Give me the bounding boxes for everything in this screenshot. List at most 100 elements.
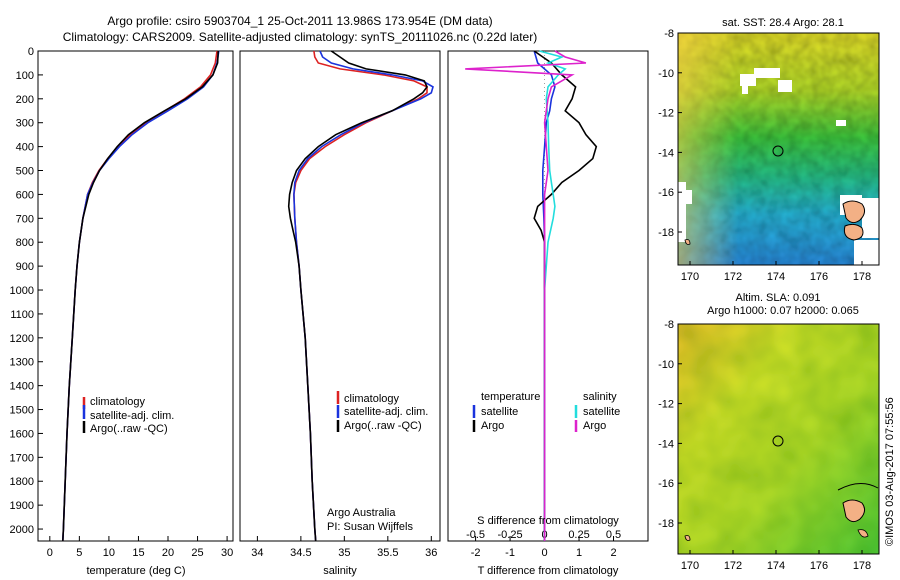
x-tick-label: 25 xyxy=(191,547,203,559)
sst-map-title: sat. SST: 28.4 Argo: 28.1 xyxy=(722,17,844,29)
imos-timestamp: ©IMOS 03-Aug-2017 07:55:56 xyxy=(884,397,896,546)
island-shape xyxy=(842,499,866,523)
y-tick-label: 0 xyxy=(28,46,34,58)
y-tick-label: 2000 xyxy=(10,524,34,536)
x-tick-label: 30 xyxy=(221,547,233,559)
island-shape xyxy=(684,535,691,541)
temperature-panel: 0100200300400500600700800900100011001200… xyxy=(10,46,234,577)
series-line-argo xyxy=(287,50,428,542)
legend-satellite-label: satellite-adj. clim. xyxy=(90,410,174,422)
map-x-tick-label: 176 xyxy=(810,560,828,572)
x2-tick-label: 0.5 xyxy=(606,529,621,541)
x2-tick-label: 0.25 xyxy=(568,529,589,541)
temperature-x-axis: 0 5 10 15 20 25 30 xyxy=(47,536,233,559)
legend-argo-t-label: Argo xyxy=(481,420,504,432)
map-x-tick-label: 172 xyxy=(724,560,742,572)
sla-map-title1: Altim. SLA: 0.091 xyxy=(736,292,821,304)
map-y-tick-label: -10 xyxy=(658,359,674,371)
x2-tick-label: -0.25 xyxy=(498,529,523,541)
x-tick-label: 1 xyxy=(576,547,582,559)
difference-legend: temperature salinity satellite Argo sate… xyxy=(472,391,620,432)
figure-title-line2: Climatology: CARS2009. Satellite-adjuste… xyxy=(63,30,537,44)
map-y-tick-label: -16 xyxy=(658,478,674,490)
map-x-tick-label: 172 xyxy=(724,271,742,283)
series-line-argo xyxy=(62,50,219,542)
argo-position-marker xyxy=(772,145,784,157)
x-tick-label: 35 xyxy=(338,547,350,559)
y-tick-label: 700 xyxy=(16,213,34,225)
legend-climatology-label: climatology xyxy=(90,396,146,408)
salinity-panel: 34 34.5 35 35.5 36 climatology satellite-adj… xyxy=(239,50,441,577)
map-y-tick-label: -12 xyxy=(658,108,674,120)
island-shape xyxy=(857,529,869,538)
x-tick-label: 2 xyxy=(610,547,616,559)
x-tick-label: 5 xyxy=(76,547,82,559)
legend-sat-t-label: satellite xyxy=(481,406,518,418)
temperature-legend: climatology satellite-adj. clim. Argo(..… xyxy=(82,396,174,435)
map-y-tick-label: -18 xyxy=(658,518,674,530)
salinity-legend: climatology satellite-adj. clim. Argo(..… xyxy=(327,391,428,533)
map-y-tick-label: -18 xyxy=(658,227,674,239)
y-tick-label: 900 xyxy=(16,261,34,273)
x-tick-label: 0 xyxy=(541,547,547,559)
salinity-difference-label: S difference from climatology xyxy=(477,515,619,527)
map-x-tick-label: 170 xyxy=(681,271,699,283)
difference-profiles xyxy=(465,50,598,541)
x-tick-label: -1 xyxy=(505,547,515,559)
island-shape xyxy=(684,239,691,245)
map-y-tick-label: -10 xyxy=(658,68,674,80)
x-tick-label: 35.5 xyxy=(377,547,398,559)
legend-satellite-label: satellite-adj. clim. xyxy=(344,406,428,418)
map-x-tick-label: 176 xyxy=(810,271,828,283)
map-x-tick-label: 174 xyxy=(767,271,785,283)
x-tick-label: 20 xyxy=(162,547,174,559)
sla-map-axes: 170 172 174 176 178 -8 -10 -12 -14 -16 -18 xyxy=(658,319,871,572)
salinity-x-axis: 34 34.5 35 35.5 36 xyxy=(251,536,437,559)
sla-map-title2: Argo h1000: 0.07 h2000: 0.065 xyxy=(707,305,859,317)
salinity-plot-frame xyxy=(239,50,441,542)
legend-salinity-title: salinity xyxy=(583,391,617,403)
salinity-profiles xyxy=(287,50,434,542)
legend-sat-s-label: satellite xyxy=(583,406,620,418)
depth-axis: 0 100 200 300 400 500 600 700 800 900 1000 1100 1200… xyxy=(10,46,43,536)
y-tick-label: 1200 xyxy=(10,333,34,345)
salinity-x-label: salinity xyxy=(323,565,357,577)
temperature-profiles xyxy=(62,50,220,542)
x-tick-label: 34 xyxy=(251,547,263,559)
argo-position-marker xyxy=(772,435,784,447)
island-outline xyxy=(837,483,879,491)
y-tick-label: 800 xyxy=(16,237,34,249)
map-y-tick-label: -12 xyxy=(658,399,674,411)
y-tick-label: 1600 xyxy=(10,428,34,440)
map-y-tick-label: -14 xyxy=(658,438,674,450)
y-tick-label: 1500 xyxy=(10,405,34,417)
y-tick-label: 600 xyxy=(16,189,34,201)
series-line-argo_s xyxy=(465,50,587,541)
credit-line1: Argo Australia xyxy=(327,507,396,519)
legend-argo-label: Argo(..raw -QC) xyxy=(90,423,168,435)
sst-map-axes: 170 172 174 176 178 -8 -10 -12 -14 -16 -18 xyxy=(658,28,871,283)
y-tick-label: 1900 xyxy=(10,500,34,512)
island-shape xyxy=(843,223,864,241)
x2-tick-label: -0.5 xyxy=(466,529,485,541)
map-x-tick-label: 178 xyxy=(853,271,871,283)
series-line-sat_s xyxy=(539,50,567,541)
x-tick-label: -2 xyxy=(471,547,481,559)
y-tick-label: 1300 xyxy=(10,357,34,369)
map-y-tick-label: -16 xyxy=(658,187,674,199)
map-y-tick-label: -8 xyxy=(664,28,674,40)
y-tick-label: 1700 xyxy=(10,452,34,464)
temperature-difference-label: T difference from climatology xyxy=(478,565,619,577)
map-x-tick-label: 178 xyxy=(853,560,871,572)
credit-line2: PI: Susan Wijffels xyxy=(327,521,413,533)
y-tick-label: 1400 xyxy=(10,381,34,393)
map-x-tick-label: 170 xyxy=(681,560,699,572)
x-tick-label: 10 xyxy=(103,547,115,559)
sla-map: Altim. SLA: 0.091 Argo h1000: 0.07 h2000… xyxy=(658,292,880,572)
y-tick-label: 300 xyxy=(16,118,34,130)
legend-argo-s-label: Argo xyxy=(583,420,606,432)
figure-title-line1: Argo profile: csiro 5903704_1 25-Oct-201… xyxy=(107,14,492,28)
y-tick-label: 100 xyxy=(16,70,34,82)
